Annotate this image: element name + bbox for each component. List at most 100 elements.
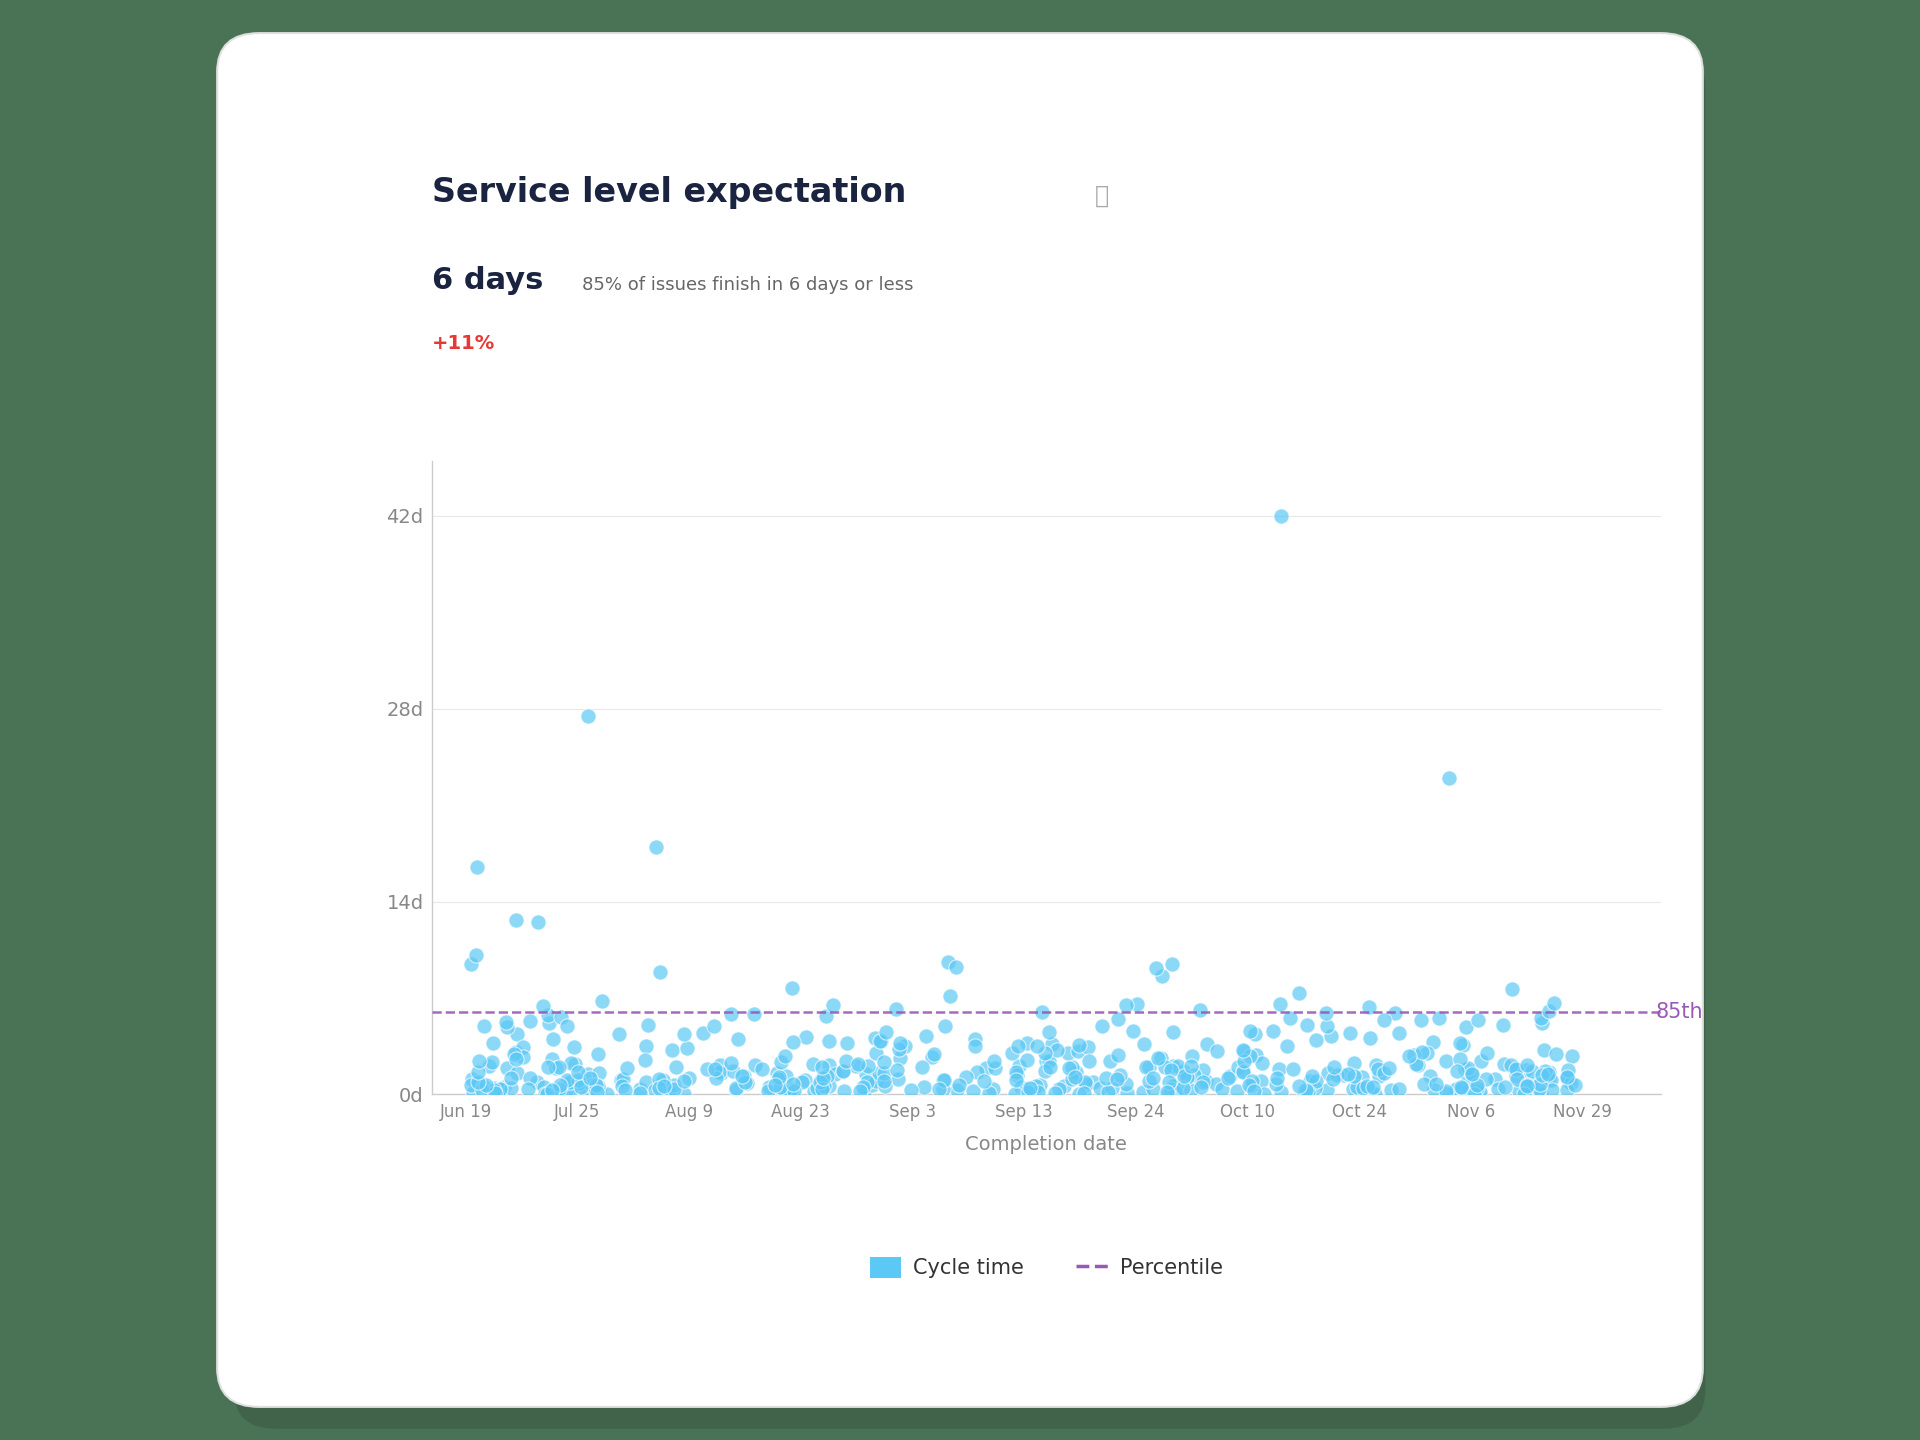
Point (1526, 1063, 1557, 1086)
Point (564, 1076, 595, 1099)
Point (1240, 1044, 1271, 1067)
Point (1227, 1061, 1258, 1084)
Point (1265, 1080, 1296, 1103)
Point (977, 1079, 1008, 1102)
Point (1277, 1057, 1308, 1080)
Point (467, 1074, 497, 1097)
Point (1021, 1080, 1052, 1103)
Point (808, 1066, 839, 1089)
Point (1346, 1066, 1377, 1089)
Point (1400, 1043, 1430, 1066)
Point (668, 1070, 699, 1093)
Point (572, 704, 603, 727)
Point (1380, 1001, 1411, 1024)
Point (1471, 1067, 1501, 1090)
Point (545, 1005, 576, 1028)
Point (1467, 1050, 1498, 1073)
Point (1156, 1077, 1187, 1100)
Point (851, 1063, 881, 1086)
Point (864, 1061, 895, 1084)
Point (885, 1045, 916, 1068)
Point (1524, 1077, 1555, 1100)
Point (1430, 1081, 1461, 1104)
Point (1496, 1054, 1526, 1077)
Point (870, 1020, 900, 1043)
Point (501, 1061, 532, 1084)
Point (1555, 1071, 1586, 1094)
Point (1363, 1064, 1394, 1087)
Point (632, 1014, 662, 1037)
Point (611, 1079, 641, 1102)
Point (881, 1067, 912, 1090)
Point (1158, 1020, 1188, 1043)
Point (1167, 1060, 1198, 1083)
Point (495, 1077, 526, 1100)
Point (843, 1053, 874, 1076)
Point (1405, 1008, 1436, 1031)
Point (1175, 1079, 1206, 1102)
Point (1319, 1056, 1350, 1079)
Text: 85% of issues finish in 6 days or less: 85% of issues finish in 6 days or less (582, 276, 914, 294)
Point (501, 1040, 532, 1063)
Point (1004, 1054, 1035, 1077)
Point (866, 1030, 897, 1053)
Point (507, 1035, 538, 1058)
Point (960, 1034, 991, 1057)
Point (730, 1070, 760, 1093)
Point (1012, 1081, 1043, 1104)
Point (584, 1043, 614, 1066)
Point (655, 1081, 685, 1104)
Point (1377, 1079, 1407, 1102)
Point (814, 1030, 845, 1053)
Point (543, 1077, 574, 1100)
Point (643, 1067, 674, 1090)
Point (1027, 1001, 1058, 1024)
Point (555, 1051, 586, 1074)
Point (1190, 1032, 1221, 1056)
Point (538, 1079, 568, 1102)
Point (808, 1074, 839, 1097)
Point (457, 1067, 488, 1090)
Point (455, 952, 486, 975)
Point (814, 1054, 845, 1077)
Point (1133, 1056, 1164, 1079)
Point (864, 1030, 895, 1053)
Point (509, 1045, 540, 1068)
Point (801, 1077, 831, 1100)
Point (829, 1079, 860, 1102)
Point (776, 976, 806, 999)
Point (584, 1079, 614, 1102)
Point (1039, 1081, 1069, 1104)
Point (472, 1054, 503, 1077)
Point (747, 1057, 778, 1080)
Point (607, 1074, 637, 1097)
Point (468, 1014, 499, 1037)
Point (1421, 1073, 1452, 1096)
Point (1035, 1056, 1066, 1079)
Point (486, 1077, 516, 1100)
Point (649, 1068, 680, 1092)
Point (1246, 1070, 1277, 1093)
Point (1357, 1076, 1388, 1099)
Point (534, 1004, 564, 1027)
Point (1452, 1076, 1482, 1099)
Point (856, 1073, 887, 1096)
Point (1012, 1032, 1043, 1056)
Point (1528, 1038, 1559, 1061)
Point (1069, 1073, 1100, 1096)
Point (1442, 1079, 1473, 1102)
Point (1348, 1081, 1379, 1104)
Point (1104, 1064, 1135, 1087)
Point (828, 1060, 858, 1083)
Point (1091, 1067, 1121, 1090)
Point (1338, 1077, 1369, 1100)
Point (1000, 1060, 1031, 1083)
Point (1117, 1020, 1148, 1043)
Point (707, 1061, 737, 1084)
Point (668, 1081, 699, 1104)
Point (831, 1050, 862, 1073)
Point (1062, 1061, 1092, 1084)
Point (810, 1004, 841, 1027)
Point (1500, 1057, 1530, 1080)
Point (1465, 1080, 1496, 1103)
